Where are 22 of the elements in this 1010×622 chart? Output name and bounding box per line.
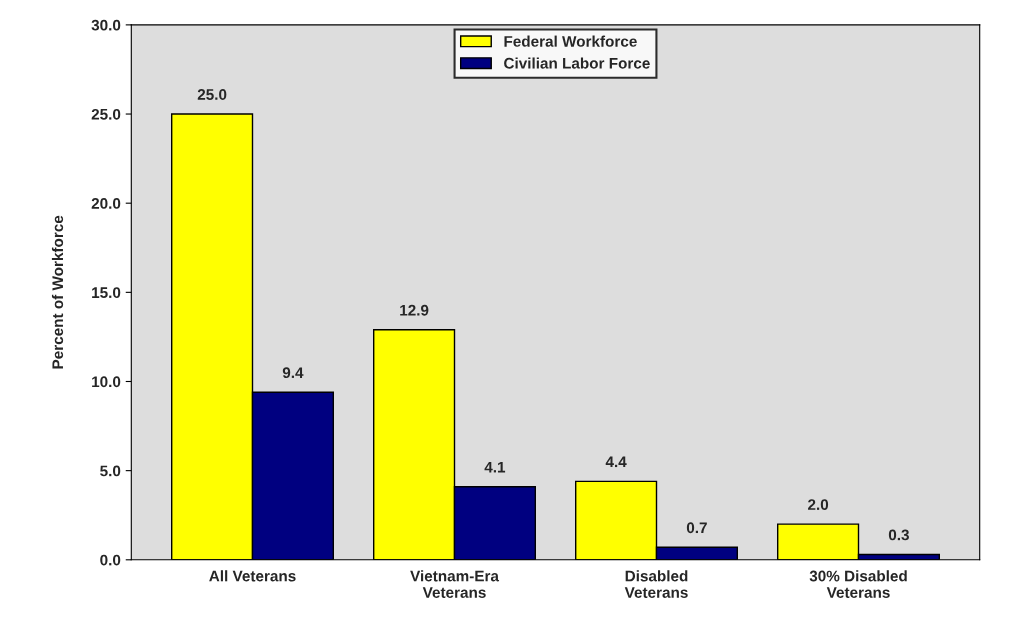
x-tick-label: Vietnam-Era Veterans [410,570,500,598]
y-tick-label: 20.0 [91,198,121,209]
y-tick-label: 15.0 [92,287,121,299]
y-tick-label: 30.0 [91,19,121,31]
y-tick-label: 10.0 [92,376,121,388]
legend-label: Civilian Labor Force [504,57,650,69]
data-label: 12.9 [400,304,429,316]
y-tick-label: 25.0 [91,108,121,120]
data-label: 4.1 [484,461,506,473]
data-label: 25.0 [197,89,227,100]
data-label: 0.7 [686,522,707,534]
x-tick-label: Disabled Veterans [624,570,688,598]
legend-label: Federal Workforce [504,35,637,47]
y-tick-label: 5.0 [100,465,121,477]
y-tick-label: 0.0 [100,554,121,566]
data-label: 9.4 [282,367,304,379]
x-tick-label: All Veterans [209,570,296,582]
data-label: 2.0 [808,499,829,511]
data-label: 0.3 [888,529,909,541]
y-axis-title: Percent of Workforce [51,215,64,369]
x-tick-label: 30% Disabled Veterans [809,570,907,598]
data-label: 4.4 [605,456,627,468]
